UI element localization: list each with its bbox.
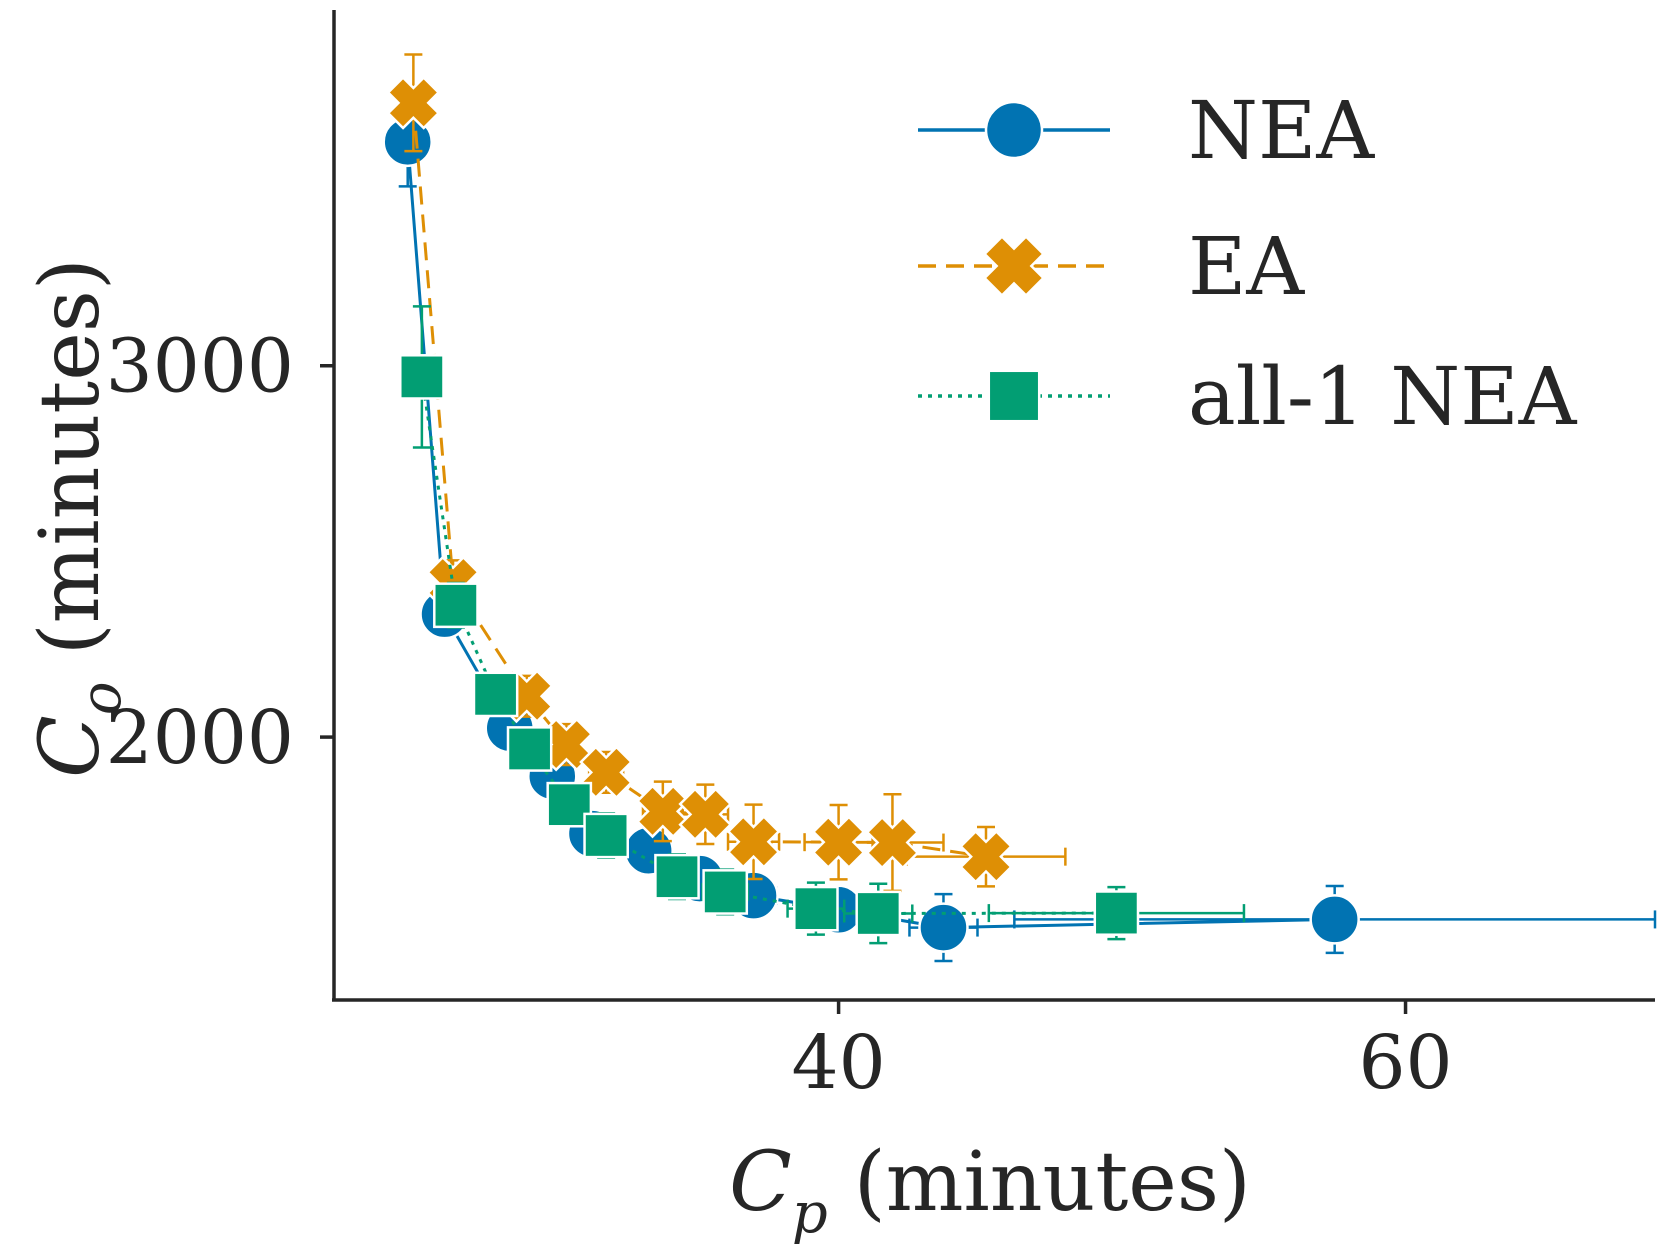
data-point (472, 671, 519, 718)
x-axis-label-subscript: p (792, 1181, 828, 1245)
data-point (678, 787, 733, 842)
legend-marker (984, 100, 1044, 160)
data-point (583, 812, 629, 859)
x-axis-label: Cp (minutes) (729, 1135, 1251, 1245)
data-point (506, 726, 553, 772)
data-point (654, 853, 700, 900)
legend: NEA EA all-1 NEA (918, 84, 1578, 443)
legend-label: all-1 NEA (1188, 350, 1578, 443)
y-tick-label: 3000 (106, 324, 294, 410)
legend-marker (987, 369, 1041, 423)
legend-item: NEA (918, 84, 1375, 177)
series-layer (382, 53, 1657, 963)
data-point (399, 354, 445, 400)
y-axis-label-subscript: o (69, 681, 134, 715)
tick-layer: 40 60 2000 3000 (106, 324, 1453, 1106)
data-point (959, 829, 1013, 884)
series-all-1-nea (399, 305, 1246, 945)
data-point (811, 815, 866, 870)
legend-item: all-1 NEA (918, 350, 1578, 443)
data-point (855, 890, 902, 937)
y-axis-label: Co (minutes) (23, 258, 134, 778)
data-point (726, 814, 781, 869)
y-tick-label: 2000 (106, 695, 294, 781)
data-point (579, 745, 634, 800)
x-tick-label: 40 (792, 1020, 886, 1106)
legend-item: EA (918, 220, 1305, 313)
data-point (865, 815, 920, 870)
data-point (793, 885, 839, 932)
y-axis-label-unit: (minutes) (23, 258, 118, 681)
legend-label: EA (1188, 220, 1305, 313)
data-point (386, 75, 441, 130)
x-tick-label: 60 (1358, 1020, 1452, 1106)
data-point (918, 902, 969, 953)
data-point (1093, 890, 1140, 936)
data-point (1309, 894, 1360, 945)
axes: 40 60 2000 3000 Cp (minutes) Co (minutes) (23, 10, 1655, 1245)
data-point (433, 582, 479, 629)
legend-label: NEA (1188, 84, 1375, 177)
data-point (702, 869, 749, 915)
x-axis-label-unit: (minutes) (828, 1135, 1251, 1230)
legend-marker (982, 234, 1046, 298)
series-ea (386, 53, 1067, 893)
series-nea (382, 96, 1657, 963)
